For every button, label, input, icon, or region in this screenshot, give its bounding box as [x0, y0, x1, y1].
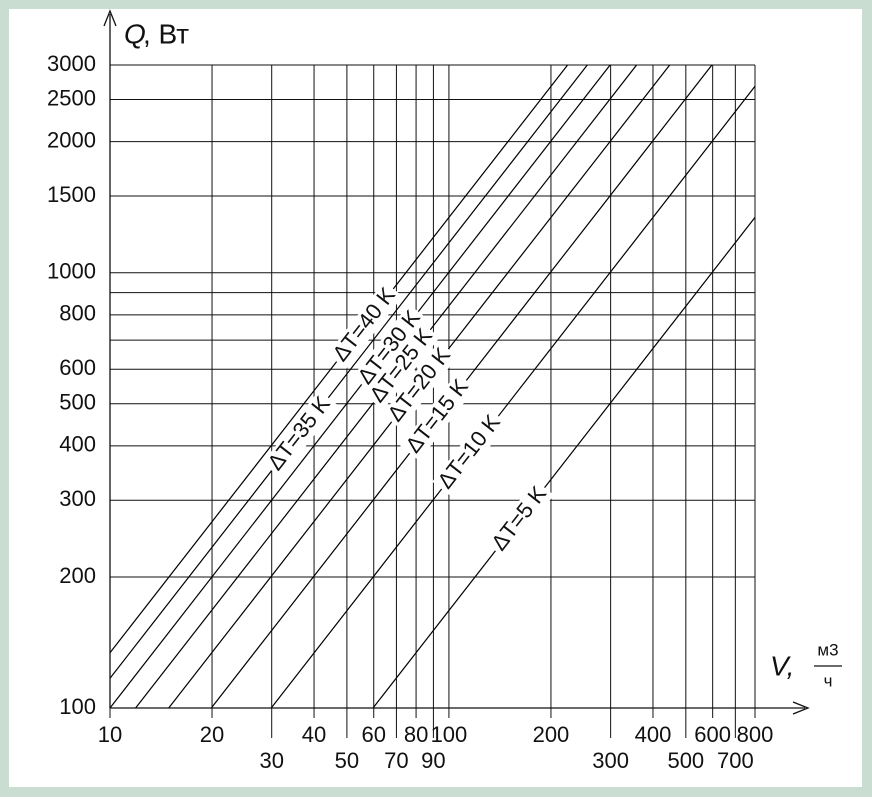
y-tick-label: 2000: [47, 127, 96, 152]
x-tick-label: 10: [98, 722, 122, 747]
x-tick-label: 800: [737, 722, 774, 747]
y-tick-label: 2500: [47, 85, 96, 110]
x-tick-label: 700: [717, 748, 754, 773]
x-label-symbol: V,: [770, 650, 794, 681]
x-tick-label: 400: [635, 722, 672, 747]
x-label-unit-top: м3: [817, 640, 838, 659]
y-tick-label: 1000: [47, 259, 96, 284]
y-arrow: [103, 9, 117, 27]
y-label-unit: , Вт: [143, 18, 189, 49]
series-label-bg: [327, 281, 403, 369]
y-tick-label: 3000: [47, 51, 96, 76]
panel: [9, 9, 862, 787]
x-tick-label: 100: [431, 722, 468, 747]
x-tick-label: 90: [421, 748, 445, 773]
x-tick-label: 70: [384, 748, 408, 773]
y-label-symbol: Q: [124, 18, 146, 49]
x-arrow: [792, 701, 810, 715]
grid: 1002003004005006008001000150020002500300…: [47, 51, 773, 773]
series-line: [270, 85, 756, 709]
y-tick-label: 200: [59, 563, 96, 588]
x-tick-label: 600: [694, 722, 731, 747]
x-tick-label: 40: [302, 722, 326, 747]
series-line: [109, 64, 611, 709]
x-tick-label: 300: [592, 748, 629, 773]
series-label-bg: [400, 373, 476, 461]
series-label-bg: [364, 322, 440, 410]
y-tick-label: 600: [59, 355, 96, 380]
x-tick-label: 60: [361, 722, 385, 747]
y-tick-label: 1500: [47, 182, 96, 207]
x-tick-label: 50: [335, 748, 359, 773]
y-tick-label: 100: [59, 694, 96, 719]
y-tick-label: 500: [59, 390, 96, 415]
y-tick-label: 800: [59, 301, 96, 326]
series-label-bg: [352, 304, 428, 392]
x-tick-label: 30: [259, 748, 283, 773]
series-label-bg: [382, 341, 458, 430]
x-label-unit-bottom: ч: [824, 671, 833, 690]
series-label-bg: [262, 390, 338, 478]
x-tick-label: 80: [404, 722, 428, 747]
series-line: [109, 64, 588, 679]
x-tick-label: 200: [533, 722, 570, 747]
series-label-bg: [485, 480, 555, 559]
x-tick-label: 20: [200, 722, 224, 747]
y-tick-label: 300: [59, 486, 96, 511]
series-label-bg: [432, 408, 508, 497]
series-line: [372, 217, 756, 709]
y-tick-label: 400: [59, 432, 96, 457]
x-tick-label: 500: [667, 748, 704, 773]
